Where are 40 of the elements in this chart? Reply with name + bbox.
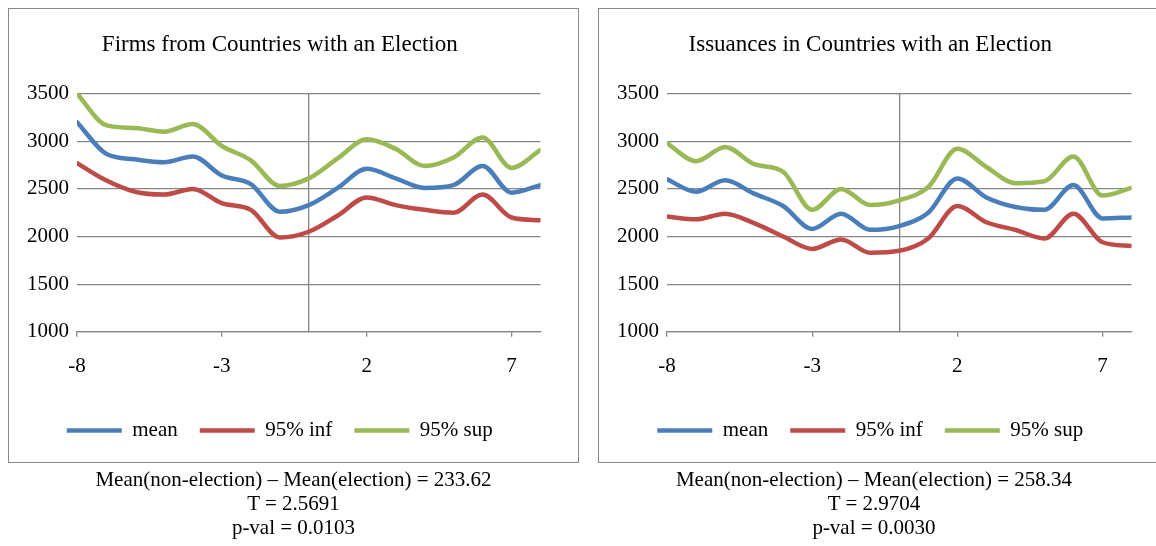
y-tick-label: 3500 [617,80,659,105]
x-tick-label: -3 [213,352,231,377]
text: T = 2.5691 [246,491,341,515]
line-series [667,140,1132,213]
y-tick-label: 3000 [27,127,69,152]
line-series [77,119,541,214]
x-tick-label: -8 [68,352,86,377]
line-series [667,203,1132,255]
legend-label: 95% sup [419,417,493,442]
y-tick-label: 1000 [617,318,659,343]
legend-label: mean [132,417,179,442]
legend-label: 95% inf [265,417,333,442]
y-tick-label: 1500 [617,270,659,295]
y-tick-label: 2000 [617,223,659,248]
y-tick-label: 1000 [27,318,69,343]
y-tick-label: 2500 [617,175,659,200]
x-tick-label: 2 [361,352,372,377]
text: Mean(non-election) – Mean(election) = 258.34 [674,467,1074,491]
x-tick-label: 7 [506,352,517,377]
x-tick-label: -3 [803,352,821,377]
x-tick-label: 7 [1097,352,1108,377]
chart-title: Issuances in Countries with an Election [688,30,1053,56]
line-series [77,160,541,240]
legend-label: mean [722,417,769,442]
y-tick-label: 2500 [27,175,69,200]
x-tick-label: 2 [952,352,963,377]
line-series [667,176,1132,233]
chart-title: Firms from Countries with an Election [101,30,459,56]
text: p-val = 0.0103 [230,515,357,539]
y-tick-label: 1500 [27,270,69,295]
y-tick-label: 3500 [27,80,69,105]
line-series [77,93,541,189]
x-tick-label: -8 [658,352,676,377]
text: T = 2.9704 [826,491,922,515]
y-tick-label: 2000 [27,223,69,248]
text: Mean(non-election) – Mean(election) = 233.62 [94,467,493,491]
legend-label: 95% inf [855,417,923,442]
y-tick-label: 3000 [617,127,659,152]
text: p-val = 0.0030 [811,515,937,539]
legend-label: 95% sup [1010,417,1084,442]
